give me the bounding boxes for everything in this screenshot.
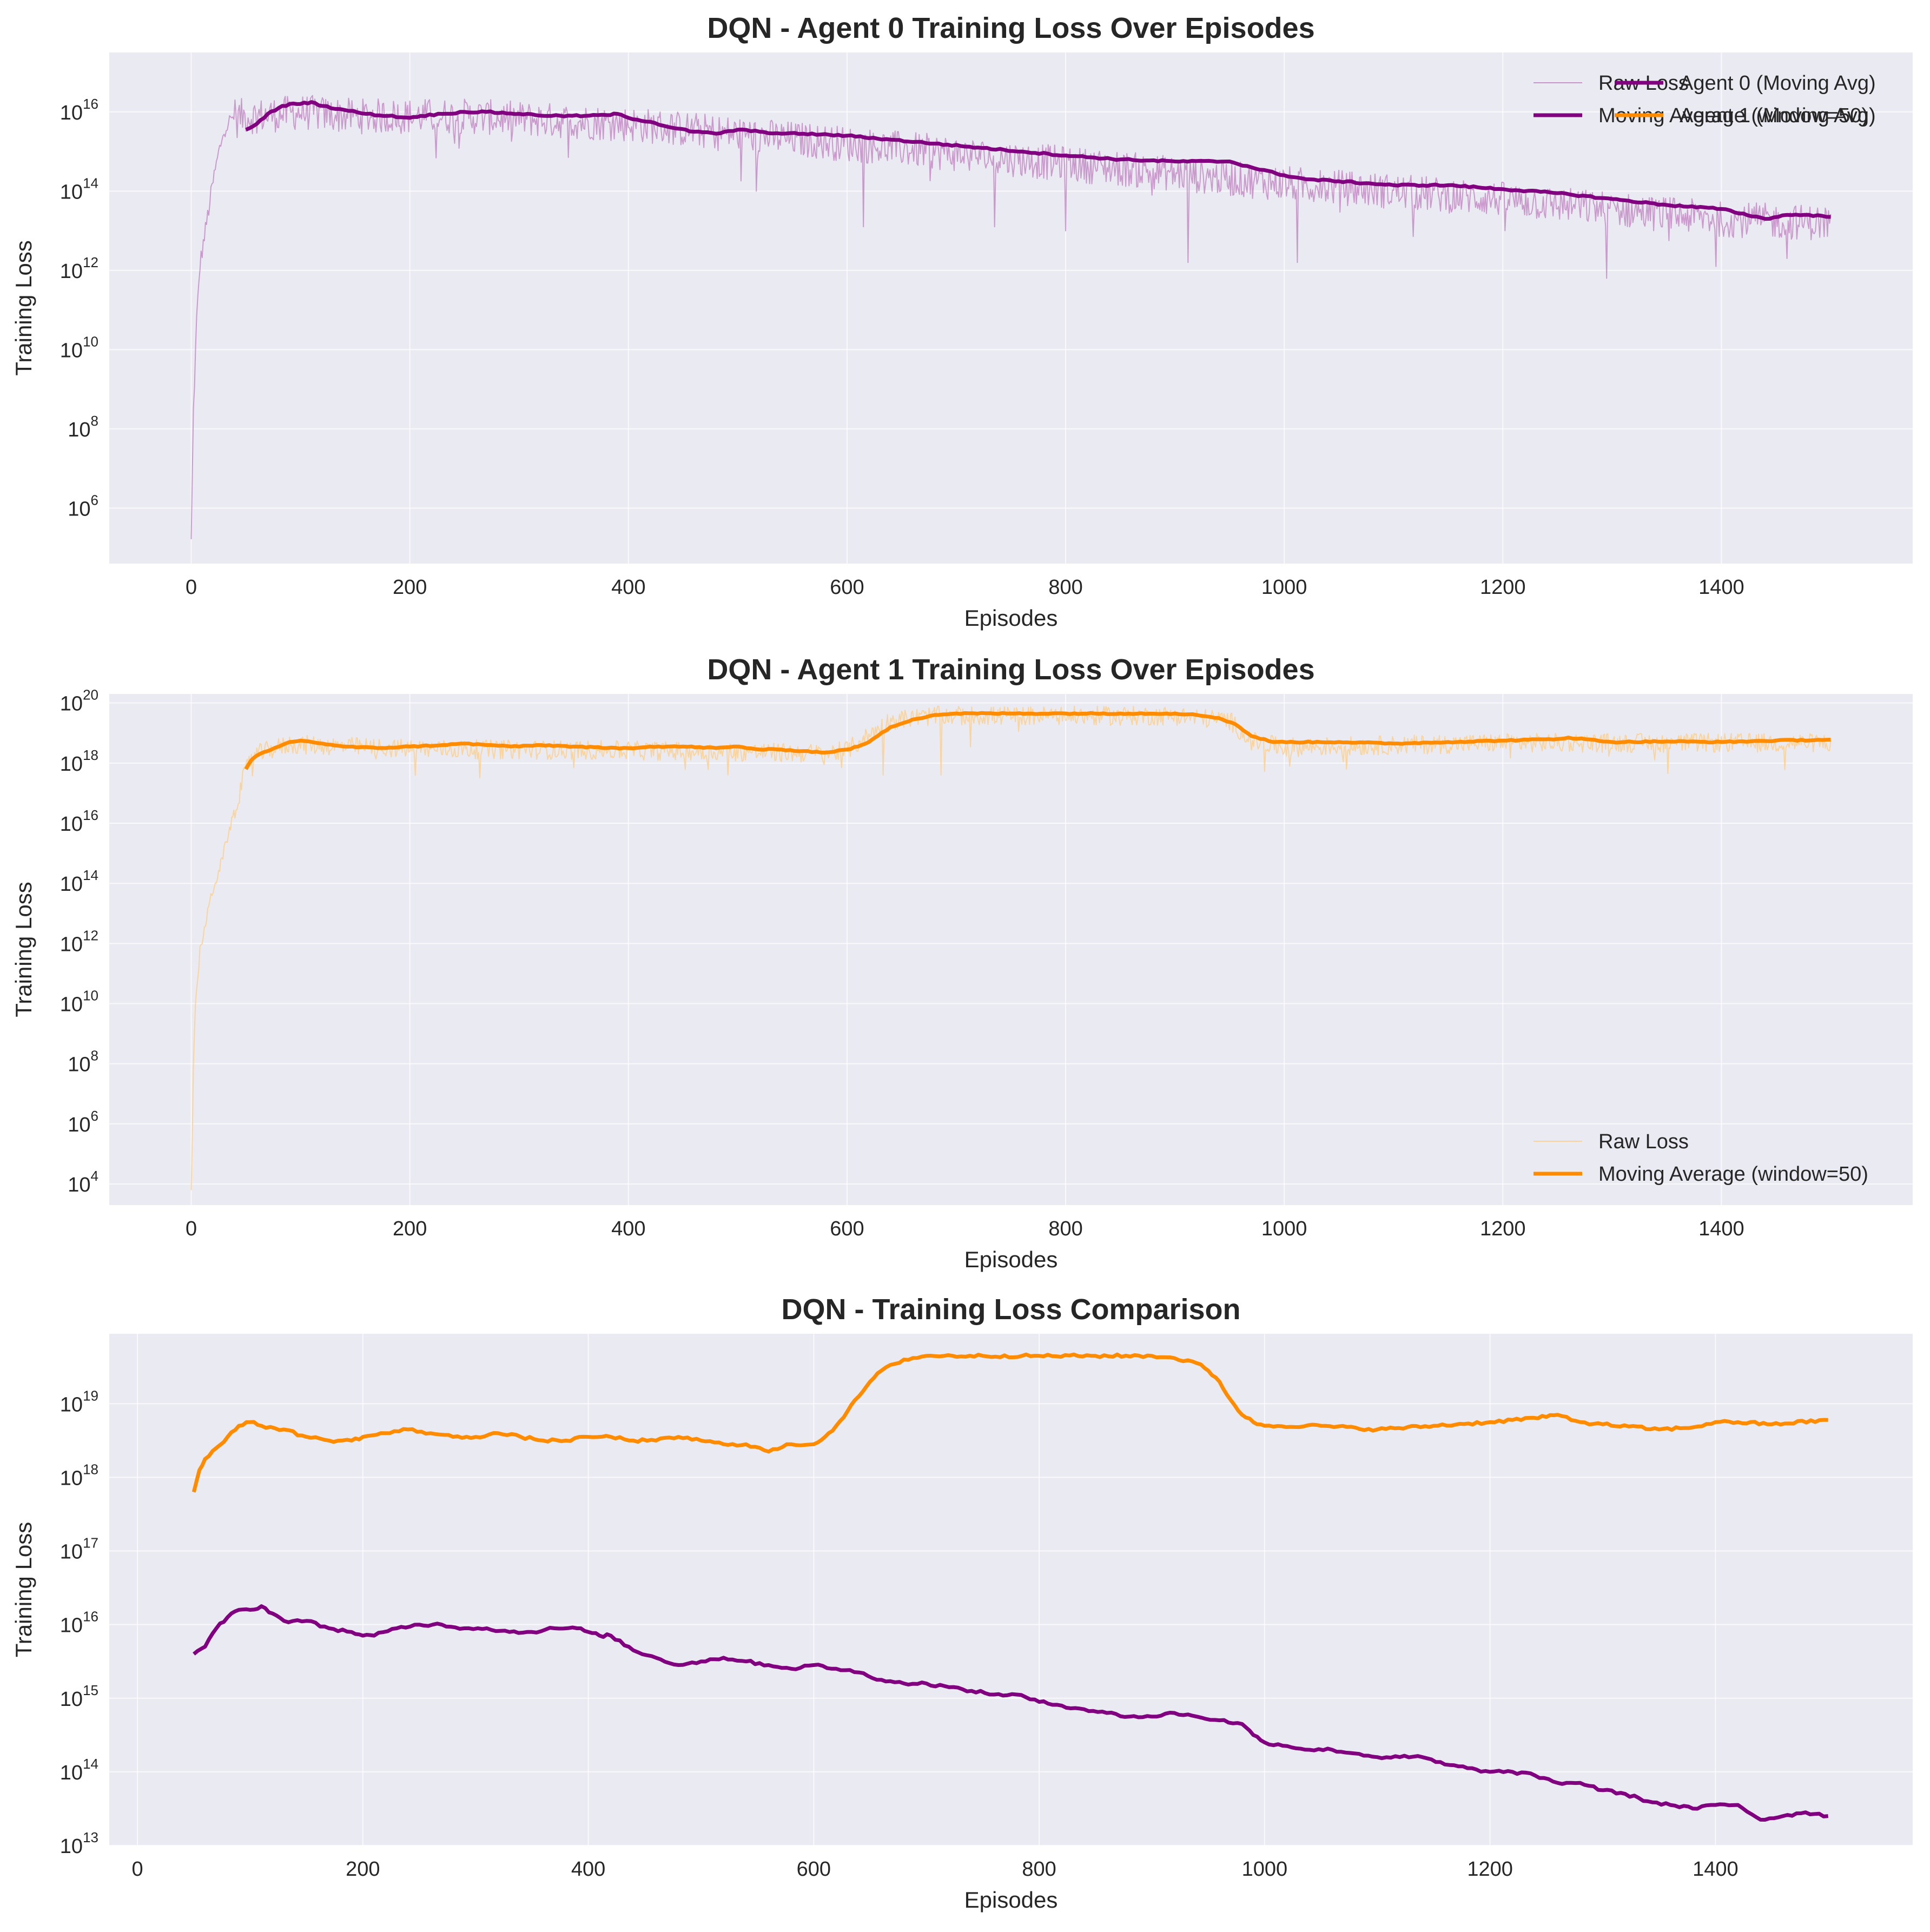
- legend-entry: Raw Loss: [1598, 1130, 1689, 1153]
- legend-entry: Agent 1 (Moving Avg): [1680, 104, 1876, 127]
- x-tick-label: 1400: [1693, 1858, 1739, 1881]
- x-axis-label: Episodes: [964, 605, 1058, 631]
- x-tick-label: 1200: [1467, 1858, 1513, 1881]
- y-tick-label: 1016: [60, 807, 98, 836]
- y-tick-label: 106: [68, 492, 98, 520]
- y-axis-label: Training Loss: [11, 1522, 36, 1658]
- y-tick-label: 108: [68, 413, 98, 441]
- y-tick-label: 1010: [60, 988, 98, 1016]
- x-tick-label: 1200: [1480, 1218, 1526, 1240]
- x-tick-label: 600: [830, 576, 864, 599]
- x-tick-label: 200: [346, 1858, 380, 1881]
- x-tick-label: 1400: [1698, 1218, 1744, 1240]
- x-tick-label: 1200: [1480, 576, 1526, 599]
- y-tick-label: 1020: [60, 687, 98, 716]
- y-tick-label: 1019: [60, 1387, 98, 1416]
- series-line-0: [190, 705, 1832, 1190]
- series-line-0: [193, 1604, 1829, 1822]
- x-tick-label: 0: [132, 1858, 143, 1881]
- series-line-1: [245, 100, 1831, 221]
- panel-loss-comparison: 0 200 400 600 800 1000 1200 1400 1013 1014 1015 101…: [11, 72, 1913, 1913]
- y-tick-label: 1014: [60, 175, 98, 203]
- plot-area: [109, 52, 1913, 564]
- x-tick-label: 800: [1022, 1858, 1056, 1881]
- chart-title: DQN - Training Loss Comparison: [781, 1293, 1240, 1326]
- series-line-0: [190, 95, 1832, 539]
- x-tick-label: 400: [611, 576, 645, 599]
- y-axis-label: Training Loss: [11, 240, 36, 376]
- y-tick-label: 1017: [60, 1535, 98, 1564]
- x-tick-label: 1400: [1698, 576, 1744, 599]
- y-tick-label: 1013: [60, 1829, 98, 1858]
- x-tick-label: 600: [830, 1218, 864, 1240]
- x-tick-label: 1000: [1242, 1858, 1288, 1881]
- x-tick-label: 200: [393, 576, 427, 599]
- series-line-1: [191, 1352, 1828, 1493]
- legend-entry: Agent 0 (Moving Avg): [1680, 72, 1876, 95]
- y-tick-label: 1012: [60, 927, 98, 956]
- y-tick-label: 1010: [60, 333, 98, 362]
- y-tick-label: 106: [68, 1108, 98, 1136]
- chart-title: DQN - Agent 0 Training Loss Over Episode…: [707, 12, 1314, 44]
- x-tick-label: 0: [186, 1218, 197, 1240]
- y-axis-label: Training Loss: [11, 882, 36, 1017]
- chart-title: DQN - Agent 1 Training Loss Over Episode…: [707, 653, 1314, 686]
- x-tick-label: 400: [571, 1858, 605, 1881]
- panel-agent-0-loss: 0 200 400 600 800 1000 1200 1400 106 108 1010 1012 1…: [11, 12, 1913, 631]
- x-axis-label: Episodes: [964, 1887, 1058, 1913]
- y-tick-label: 1012: [60, 254, 98, 283]
- y-tick-label: 1016: [60, 1609, 98, 1637]
- y-tick-label: 1015: [60, 1682, 98, 1711]
- y-tick-label: 1016: [60, 96, 98, 124]
- x-tick-label: 0: [186, 576, 197, 599]
- y-tick-label: 1014: [60, 1756, 98, 1784]
- x-tick-label: 400: [611, 1218, 645, 1240]
- x-tick-label: 1000: [1261, 576, 1307, 599]
- x-tick-label: 600: [797, 1858, 831, 1881]
- y-tick-label: 108: [68, 1048, 98, 1076]
- panel-agent-1-loss: 0 200 400 600 800 1000 1200 1400 104 106 108 1010 10…: [11, 653, 1913, 1272]
- legend-entry: Moving Average (window=50): [1598, 1163, 1868, 1186]
- y-tick-label: 104: [68, 1168, 98, 1196]
- plot-area: [109, 1334, 1913, 1845]
- y-tick-label: 1018: [60, 1461, 98, 1490]
- plot-area: [109, 694, 1913, 1205]
- x-tick-label: 800: [1048, 576, 1082, 599]
- x-tick-label: 1000: [1261, 1218, 1307, 1240]
- x-tick-label: 800: [1048, 1218, 1082, 1240]
- y-tick-label: 1014: [60, 867, 98, 896]
- series-line-1: [244, 711, 1831, 770]
- x-axis-label: Episodes: [964, 1247, 1058, 1272]
- x-tick-label: 200: [393, 1218, 427, 1240]
- y-tick-label: 1018: [60, 747, 98, 776]
